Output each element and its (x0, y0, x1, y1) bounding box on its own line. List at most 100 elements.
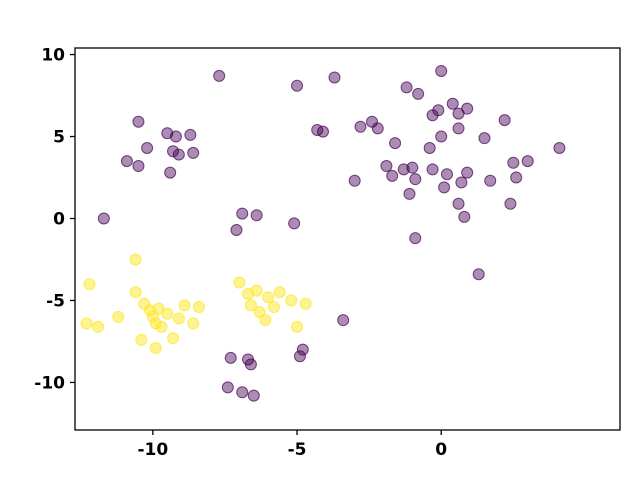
scatter-point-cluster-purple (412, 87, 425, 100)
y-tick-label: -5 (46, 291, 65, 311)
scatter-point-cluster-purple (389, 137, 402, 150)
scatter-point-cluster-purple (397, 163, 410, 176)
scatter-point-cluster-yellow (83, 278, 96, 291)
scatter-point-cluster-purple (461, 166, 474, 179)
scatter-point-cluster-purple (432, 104, 445, 117)
scatter-point-cluster-purple (296, 343, 309, 356)
scatter-point-cluster-purple (184, 128, 197, 141)
scatter-point-cluster-purple (354, 120, 367, 133)
scatter-point-cluster-purple (97, 212, 110, 225)
scatter-point-cluster-yellow (285, 294, 298, 307)
scatter-point-cluster-purple (435, 64, 448, 77)
scatter-point-cluster-purple (224, 351, 237, 364)
scatter-point-cluster-purple (348, 174, 361, 187)
scatter-point-cluster-yellow (273, 286, 286, 299)
scatter-point-cluster-yellow (129, 253, 142, 266)
scatter-point-cluster-yellow (149, 342, 162, 355)
scatter-point-cluster-purple (426, 163, 439, 176)
scatter-point-cluster-yellow (192, 301, 205, 314)
scatter-point-cluster-purple (478, 132, 491, 145)
scatter-point-cluster-yellow (259, 314, 272, 327)
scatter-point-cluster-yellow (80, 317, 93, 330)
scatter-point-cluster-yellow (262, 291, 275, 304)
scatter-point-cluster-purple (169, 130, 182, 143)
scatter-point-cluster-yellow (112, 310, 125, 323)
scatter-point-cluster-purple (435, 130, 448, 143)
scatter-point-cluster-purple (423, 142, 436, 155)
scatter-point-cluster-yellow (299, 297, 312, 310)
scatter-point-cluster-purple (164, 166, 177, 179)
scatter-point-cluster-purple (247, 389, 260, 402)
scatter-point-cluster-yellow (167, 332, 180, 345)
y-tick-label: -10 (34, 373, 65, 393)
scatter-point-cluster-purple (380, 160, 393, 173)
scatter-point-cluster-purple (236, 386, 249, 399)
scatter-point-cluster-purple (316, 125, 329, 138)
scatter-point-cluster-purple (507, 156, 520, 169)
scatter-point-cluster-yellow (172, 312, 185, 325)
y-tick-label: 0 (53, 210, 65, 230)
scatter-point-cluster-purple (328, 71, 341, 84)
scatter-point-cluster-yellow (253, 305, 266, 318)
scatter-point-cluster-purple (400, 81, 413, 94)
y-tick-label: 5 (53, 128, 65, 148)
scatter-point-cluster-purple (452, 197, 465, 210)
scatter-point-cluster-purple (293, 350, 306, 363)
scatter-point-cluster-yellow (267, 301, 280, 314)
scatter-point-cluster-purple (288, 217, 301, 230)
scatter-point-cluster-purple (553, 142, 566, 155)
scatter-point-cluster-yellow (161, 307, 174, 320)
scatter-point-cluster-purple (446, 97, 459, 110)
scatter-point-cluster-purple (291, 79, 304, 92)
scatter-point-cluster-yellow (92, 320, 105, 333)
scatter-point-cluster-purple (236, 207, 249, 220)
scatter-point-cluster-yellow (129, 286, 142, 299)
scatter-point-cluster-purple (221, 381, 234, 394)
scatter-point-cluster-yellow (244, 299, 257, 312)
scatter-point-cluster-purple (167, 145, 180, 158)
scatter-point-cluster-purple (120, 155, 133, 168)
scatter-point-cluster-purple (521, 155, 534, 168)
x-tick-label: -10 (137, 440, 168, 460)
scatter-point-cluster-purple (438, 181, 451, 194)
scatter-point-cluster-purple (472, 268, 485, 281)
y-tick-label: 10 (41, 46, 65, 66)
axes-box (74, 47, 621, 431)
scatter-point-cluster-purple (504, 197, 517, 210)
scatter-point-cluster-purple (230, 223, 243, 236)
scatter-point-cluster-yellow (291, 320, 304, 333)
scatter-point-cluster-yellow (233, 276, 246, 289)
scatter-point-cluster-purple (484, 174, 497, 187)
scatter-point-cluster-purple (172, 148, 185, 161)
scatter-point-cluster-purple (371, 122, 384, 135)
scatter-point-cluster-purple (244, 358, 257, 371)
scatter-point-cluster-yellow (187, 317, 200, 330)
scatter-point-cluster-purple (452, 122, 465, 135)
scatter-point-cluster-purple (337, 314, 350, 327)
x-tick-label: 0 (435, 440, 447, 460)
scatter-point-cluster-yellow (178, 299, 191, 312)
scatter-point-cluster-yellow (135, 333, 148, 346)
scatter-point-cluster-purple (250, 209, 263, 222)
scatter-point-cluster-purple (213, 69, 226, 82)
scatter-point-cluster-purple (461, 102, 474, 115)
scatter-point-cluster-purple (386, 169, 399, 182)
scatter-point-cluster-purple (132, 160, 145, 173)
scatter-point-cluster-purple (403, 187, 416, 200)
scatter-point-cluster-purple (406, 161, 419, 174)
scatter-point-cluster-purple (510, 171, 523, 184)
x-tick-label: -5 (288, 440, 307, 460)
scatter-point-cluster-purple (187, 146, 200, 159)
scatter-point-cluster-purple (458, 210, 471, 223)
scatter-point-cluster-purple (440, 168, 453, 181)
scatter-point-cluster-purple (455, 176, 468, 189)
scatter-point-cluster-yellow (155, 320, 168, 333)
scatter-point-cluster-purple (132, 115, 145, 128)
scatter-point-cluster-purple (141, 142, 154, 155)
scatter-point-cluster-purple (498, 114, 511, 127)
scatter-point-cluster-purple (409, 232, 422, 245)
scatter-point-cluster-purple (409, 173, 422, 186)
scatter-point-cluster-yellow (250, 284, 263, 297)
